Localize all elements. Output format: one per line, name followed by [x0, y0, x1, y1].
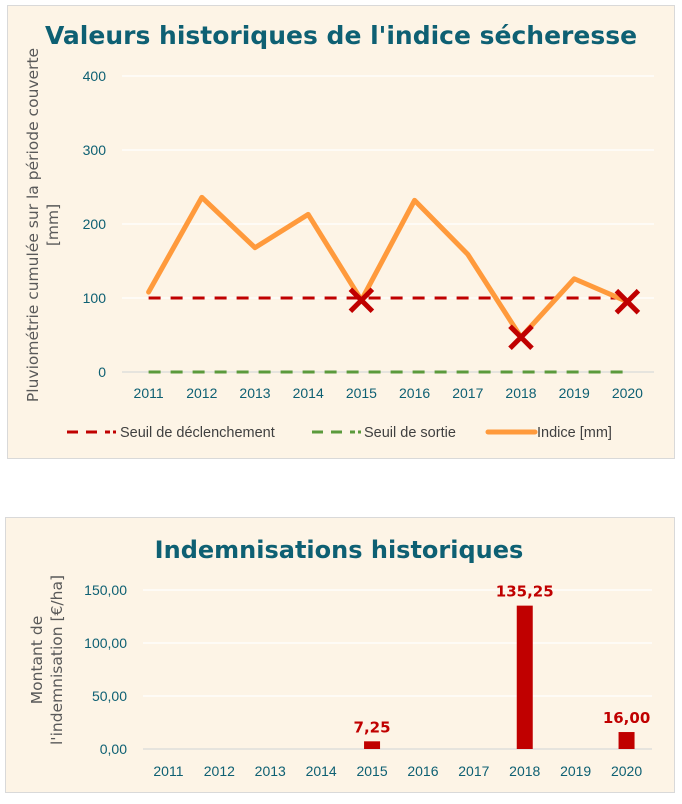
- x-marker: [614, 288, 641, 315]
- legend-label-seuil-declenchement: Seuil de déclenchement: [120, 425, 275, 441]
- x-tick-label: 2016: [407, 763, 438, 779]
- x-marker-stroke: [508, 324, 534, 350]
- chart-title: Valeurs historiques de l'indice sécheres…: [45, 21, 637, 50]
- x-marker-stroke: [348, 287, 375, 313]
- chart-title: Indemnisations historiques: [155, 536, 524, 564]
- x-tick-label: 2019: [560, 763, 591, 779]
- x-tick-label: 2018: [509, 763, 540, 779]
- x-tick-label: 2018: [505, 385, 536, 401]
- x-tick-label: 2016: [399, 385, 430, 401]
- x-tick-label: 2014: [306, 763, 337, 779]
- series-line-indice: [146, 194, 630, 340]
- y-tick-label: 400: [83, 68, 107, 84]
- x-tick-labels: 2011 2012 2013 2014 2015 2016 2017 2018 2019 2020: [134, 385, 644, 401]
- y-tick-labels: 0 100 200 300 400: [83, 68, 107, 380]
- data-label-group: 7,25 135,25 16,00: [354, 583, 651, 737]
- x-marker: [348, 287, 375, 313]
- legend: Seuil de déclenchement Seuil de sortie I…: [67, 425, 612, 441]
- legend-label-indice: Indice [mm]: [537, 425, 612, 441]
- x-tick-label: 2011: [153, 763, 183, 779]
- legend-swatch-dot: [113, 430, 116, 434]
- chart-panel-indice: [7, 5, 675, 459]
- x-tick-label: 2015: [356, 763, 387, 779]
- y-axis-title-line2: l'indemnisation [€/ha]: [48, 575, 66, 745]
- y-tick-label: 300: [83, 142, 107, 158]
- x-tick-label: 2011: [134, 385, 164, 401]
- x-tick-label: 2013: [239, 385, 270, 401]
- gridlines: [143, 589, 652, 750]
- y-tick-label: 100,00: [84, 635, 127, 651]
- x-marker: [508, 324, 534, 350]
- y-tick-label: 150,00: [84, 582, 127, 598]
- bar-2020: [618, 732, 635, 749]
- chart-panel-indemnisations: [5, 517, 675, 793]
- bar-group: [364, 605, 635, 749]
- y-tick-label: 200: [83, 216, 107, 232]
- marker-group: [348, 287, 641, 350]
- x-tick-label: 2020: [612, 385, 643, 401]
- y-tick-label: 100: [83, 290, 107, 306]
- y-tick-labels: 0,00 50,00 100,00 150,00: [84, 582, 127, 757]
- data-label: 7,25: [354, 718, 391, 736]
- x-tick-label: 2015: [346, 385, 377, 401]
- gridlines: [122, 75, 654, 373]
- y-tick-label: 0,00: [100, 741, 127, 757]
- bar-2018: [516, 605, 533, 749]
- x-tick-label: 2014: [293, 385, 324, 401]
- x-tick-label: 2017: [452, 385, 483, 401]
- y-axis-title-line2: [mm]: [44, 204, 62, 246]
- legend-swatch-dot: [358, 430, 361, 434]
- x-tick-label: 2012: [186, 385, 217, 401]
- data-label: 16,00: [603, 709, 650, 727]
- x-tick-label: 2017: [458, 763, 489, 779]
- x-tick-label: 2019: [559, 385, 590, 401]
- bar-2015: [364, 741, 381, 749]
- legend-label-seuil-sortie: Seuil de sortie: [364, 425, 456, 441]
- y-axis-title-line1: Montant de: [28, 616, 46, 704]
- y-tick-label: 0: [98, 364, 106, 380]
- x-tick-label: 2020: [611, 763, 642, 779]
- x-tick-label: 2013: [255, 763, 286, 779]
- x-tick-labels: 2011 2012 2013 2014 2015 2016 2017 2018 2019 2020: [153, 763, 642, 779]
- x-marker-stroke: [614, 288, 641, 315]
- y-axis-title-line1: Pluviométrie cumulée sur la période couv…: [24, 48, 42, 402]
- data-label: 135,25: [496, 583, 554, 601]
- y-tick-label: 50,00: [92, 688, 127, 704]
- x-tick-label: 2012: [204, 763, 235, 779]
